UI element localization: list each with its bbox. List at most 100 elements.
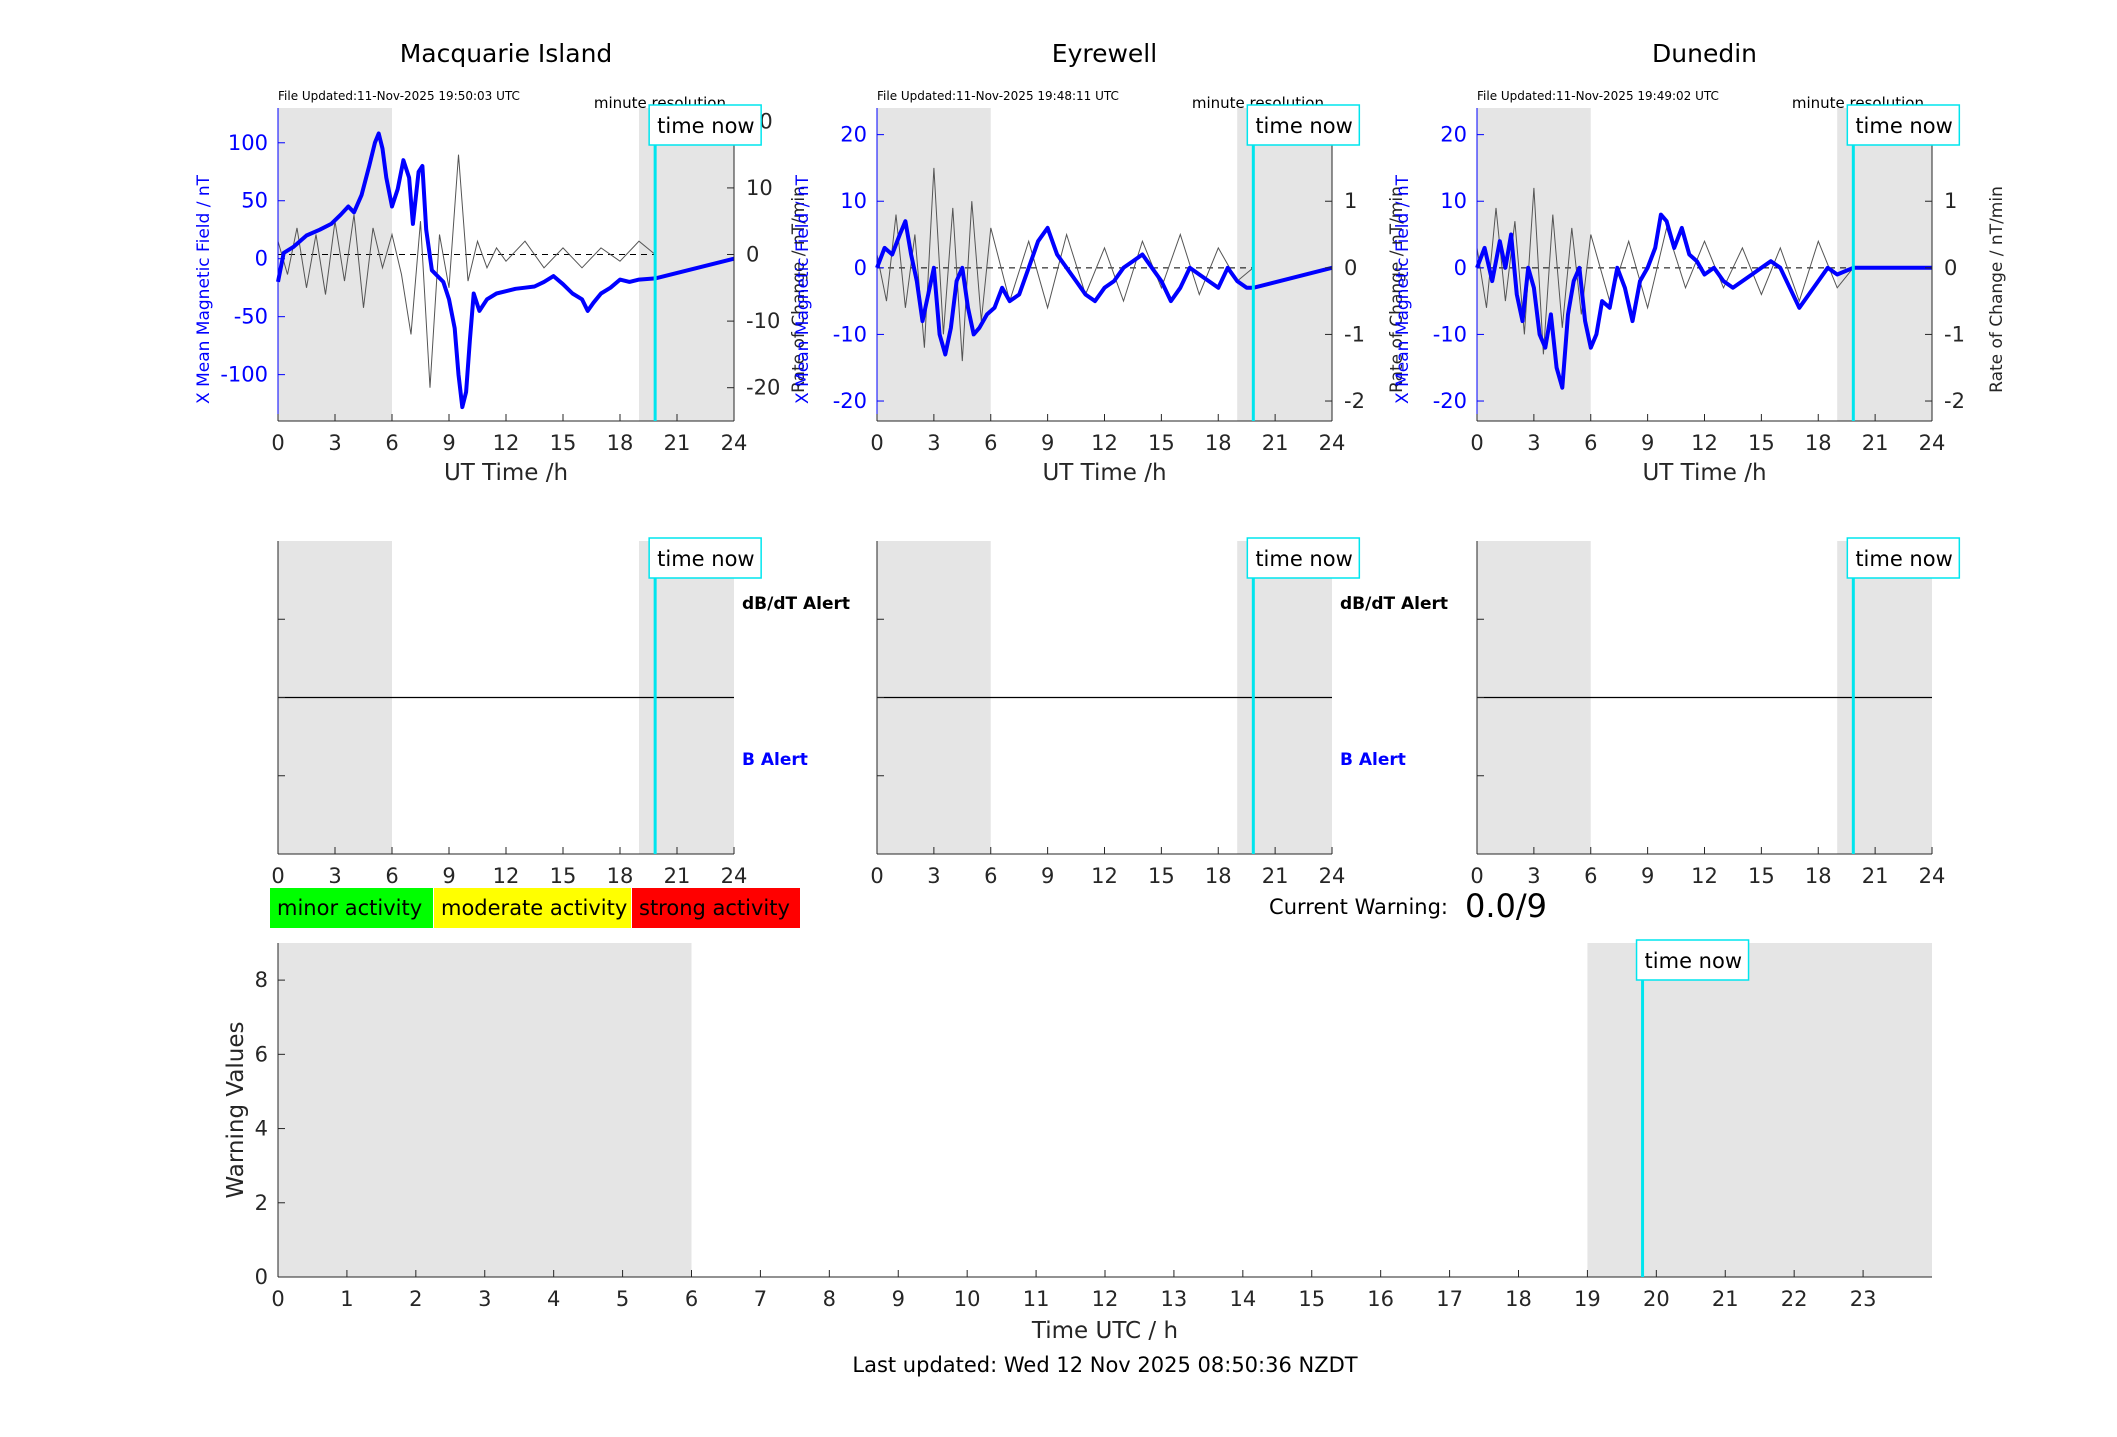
x-tick-label: 0 [870,864,883,888]
x-tick-label: 23 [1850,1287,1877,1311]
x-tick-label: 3 [478,1287,491,1311]
b-alert-label: B Alert [742,750,808,770]
x-axis-label: UT Time /h [444,460,568,486]
x-tick-label: 12 [493,864,520,888]
x-tick-label: 21 [1262,431,1289,455]
x-tick-label: 12 [493,431,520,455]
y-tick-label: 100 [228,131,268,155]
x-tick-label: 12 [1091,431,1118,455]
y-tick-label: 20 [1440,123,1467,147]
x-tick-label: 12 [1691,431,1718,455]
panel-3: 0 3 6 9 12 15 18 21 24 dB/dT Alert B Alert time now [271,537,850,888]
y-tick-label: 6 [255,1042,268,1066]
time-now-box [1635,939,1750,981]
shade-band [1237,108,1332,421]
y2-tick-label: -10 [746,309,780,333]
x-tick-label: 9 [892,1287,905,1311]
shade-band [278,943,692,1277]
panel-5: 0 3 6 9 12 15 18 21 24 time now [1470,537,1961,888]
x-tick-label: 10 [954,1287,981,1311]
station-title: Eyrewell [1052,39,1157,68]
y-tick-label: 2 [255,1191,268,1215]
x-tick-label: 12 [1092,1287,1119,1311]
x-tick-label: 9 [442,431,455,455]
x-tick-label: 13 [1161,1287,1188,1311]
x-tick-label: 3 [1527,431,1540,455]
legend-label: moderate activity [441,896,627,920]
x-tick-label: 3 [927,864,940,888]
y-tick-label: 10 [840,189,867,213]
time-now-label: time now [657,547,754,571]
legend-label: strong activity [639,896,790,920]
y-tick-label: 50 [241,189,268,213]
panel-1: 03691215182124-20-1001020-2-1012Eyrewell… [793,39,1407,486]
x-tick-label: 6 [984,431,997,455]
last-updated-footer: Last updated: Wed 12 Nov 2025 08:50:36 N… [852,1353,1357,1377]
x-tick-label: 18 [1505,1287,1532,1311]
x-tick-label: 0 [271,1287,284,1311]
x-tick-label: 18 [607,431,634,455]
y2-tick-label: 10 [746,176,773,200]
y2-tick-label: 1 [1944,189,1957,213]
x-tick-label: 22 [1781,1287,1808,1311]
time-now-box [648,537,762,579]
shade-band [877,108,991,421]
y2-tick-label: -1 [1344,322,1365,346]
time-now-label: time now [1255,114,1352,138]
x-tick-label: 12 [1091,864,1118,888]
y-axis-label: Warning Values [223,1021,249,1198]
y2-tick-label: -2 [1944,389,1965,413]
y-tick-label: -20 [833,389,867,413]
x-tick-label: 9 [1641,864,1654,888]
y-tick-label: 0 [255,247,268,271]
x-tick-label: 3 [927,431,940,455]
x-axis-label: UT Time /h [1042,460,1166,486]
x-tick-label: 8 [823,1287,836,1311]
x-tick-label: 2 [409,1287,422,1311]
x-tick-label: 18 [1205,864,1232,888]
y-axis-label: X Mean Magnetic Field / nT [1393,174,1413,404]
time-now-box [1246,104,1361,146]
b-alert-label: B Alert [1340,750,1406,770]
current-warning-value: 0.0/9 [1465,887,1547,925]
x-tick-label: 17 [1436,1287,1463,1311]
x-tick-label: 6 [1584,431,1597,455]
x-tick-label: 21 [1262,864,1289,888]
x-tick-label: 6 [385,431,398,455]
db-dt-alert-label: dB/dT Alert [1340,594,1448,614]
y2-tick-label: 0 [746,243,759,267]
x-tick-label: 15 [1148,864,1175,888]
time-now-box [1846,104,1961,146]
panel-2: 03691215182124-20-1001020-2-1012DunedinF… [1393,39,2007,486]
y-axis-label: X Mean Magnetic Field / nT [793,174,813,404]
magnetic-field-series [276,131,735,410]
file-updated-note: File Updated:11-Nov-2025 19:50:03 UTC [278,89,520,103]
time-now-label: time now [657,114,754,138]
time-now-label: time now [1855,114,1952,138]
x-tick-label: 4 [547,1287,560,1311]
x-tick-label: 0 [271,864,284,888]
x-tick-label: 19 [1574,1287,1601,1311]
y2-tick-label: 1 [1344,189,1357,213]
x-tick-label: 1 [340,1287,353,1311]
y2-tick-label: -1 [1944,322,1965,346]
magnetic-field-series [1475,212,1932,390]
x-tick-label: 9 [1041,431,1054,455]
x-tick-label: 3 [1527,864,1540,888]
shade-band [278,108,392,421]
shade-band [1837,108,1932,421]
x-tick-label: 16 [1367,1287,1394,1311]
file-updated-note: File Updated:11-Nov-2025 19:49:02 UTC [1477,89,1719,103]
x-tick-label: 7 [754,1287,767,1311]
panel-0: 03691215182124-100-50050100-20-1001020Ma… [194,39,809,486]
x-tick-label: 18 [607,864,634,888]
x-tick-label: 18 [1805,864,1832,888]
panel-6: 0 1 2 3 4 5 6 7 8 9 10 11 12 13 14 15 16 17 18 19 20 21 22 2302… [223,939,1932,1344]
time-now-label: time now [1645,949,1742,973]
x-tick-label: 20 [1643,1287,1670,1311]
x-tick-label: 18 [1805,431,1832,455]
y2-tick-label: -2 [1344,389,1365,413]
legend-swatch [434,888,631,928]
legend-swatch [270,888,433,928]
x-tick-label: 14 [1229,1287,1256,1311]
